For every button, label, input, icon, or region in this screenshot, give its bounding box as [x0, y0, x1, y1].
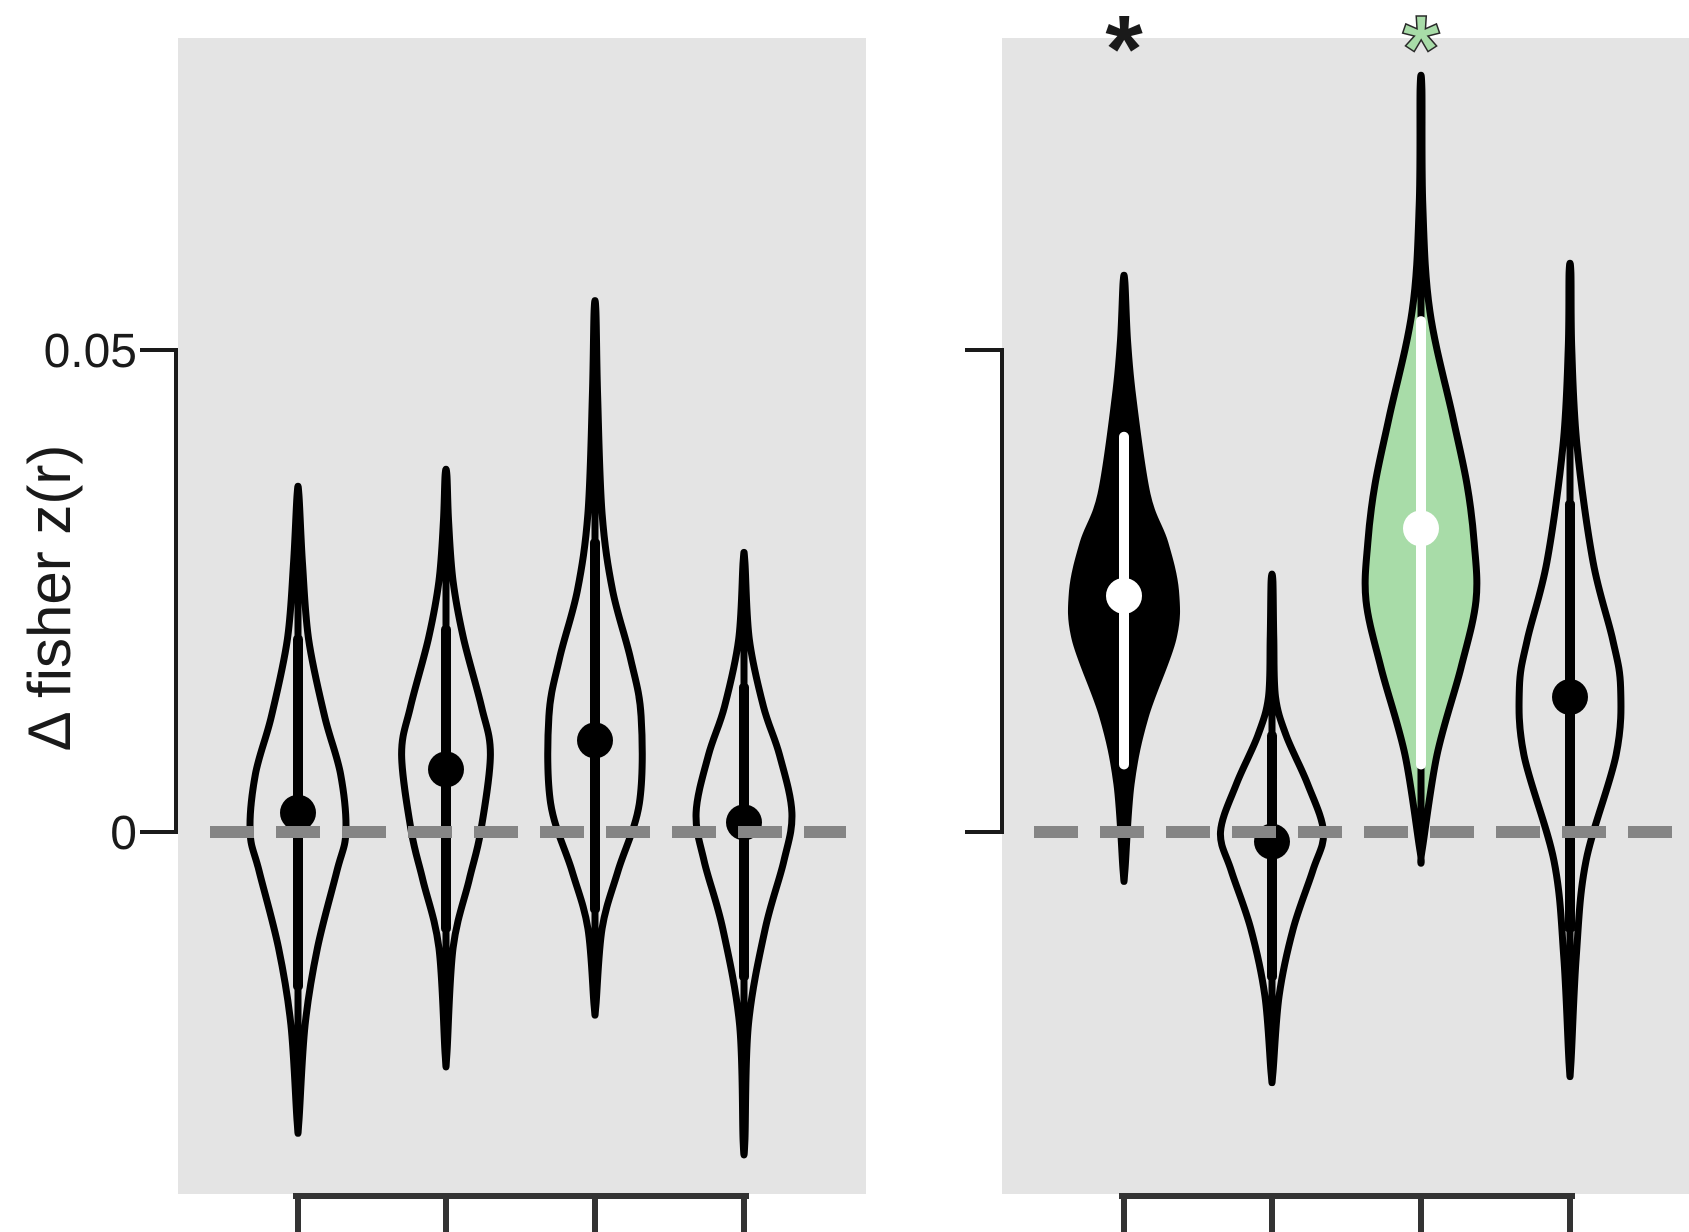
y-tick-label: 0 [110, 807, 137, 860]
plot-background [178, 38, 866, 1194]
violin-median-marker [428, 751, 464, 787]
y-tick-label: 0.05 [44, 325, 137, 378]
violin-median-marker [1403, 510, 1439, 546]
violin-median-marker [577, 722, 613, 758]
violin-median-marker [1106, 578, 1142, 614]
significance-star: * [1105, 0, 1143, 103]
y-axis-label-group: Δ fisher z(r) [16, 445, 83, 752]
significance-star: * [1402, 0, 1440, 103]
y-axis-label: Δ fisher z(r) [16, 445, 83, 752]
panels: 00.05* * [44, 0, 1689, 1232]
left-panel: 00.05 [44, 38, 866, 1232]
violin-median-marker [1552, 679, 1588, 715]
right-panel: * * [965, 0, 1689, 1232]
violin-median-marker [280, 795, 316, 831]
